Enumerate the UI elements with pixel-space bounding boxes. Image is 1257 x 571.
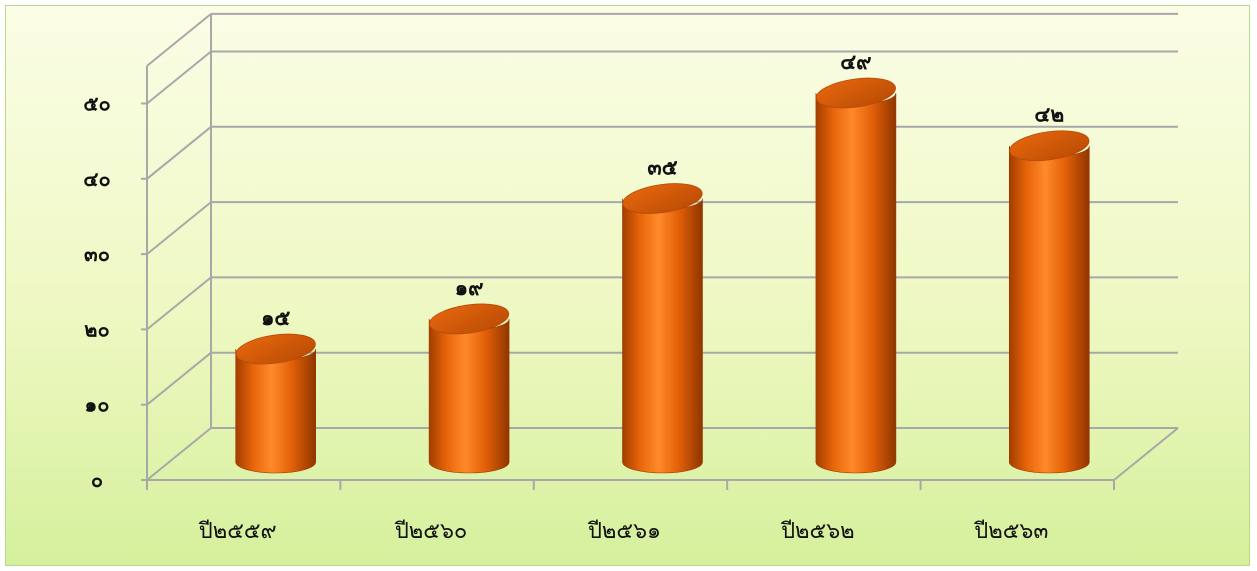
data-label: ๑๙ — [455, 276, 484, 300]
bar-cap — [622, 183, 703, 214]
category-label: ปี๒๕๕๙ — [198, 519, 277, 544]
gridline-diagonal — [146, 427, 212, 481]
y-tick-label: ๕๐ — [83, 92, 110, 116]
y-tick-label: ๔๐ — [83, 167, 110, 191]
floor-edge — [1113, 427, 1179, 481]
bar — [815, 77, 897, 474]
bar-cap — [429, 303, 510, 335]
data-label: ๑๕ — [261, 306, 290, 330]
bar-body — [1009, 145, 1090, 474]
bars-layer — [235, 77, 1090, 474]
bar — [622, 183, 703, 474]
y-tick-label: ๓๐ — [84, 242, 110, 266]
category-label: ปี๒๕๖๒ — [780, 519, 855, 544]
category-label: ปี๒๕๖๐ — [394, 519, 468, 544]
bar-cap — [235, 333, 316, 365]
data-label: ๔๙ — [840, 50, 871, 74]
gridline-diagonal — [146, 201, 212, 255]
y-tick-label: ๑๐ — [85, 393, 110, 417]
bar-body — [815, 92, 897, 474]
gridline-diagonal — [146, 13, 212, 67]
bar — [1009, 130, 1090, 474]
data-label: ๓๕ — [647, 155, 677, 179]
category-label: ปี๒๕๖๑ — [587, 519, 661, 544]
bar — [235, 333, 316, 474]
gridline-diagonal — [146, 50, 212, 105]
bar — [428, 303, 510, 474]
y-tick-label: ๐ — [91, 468, 103, 492]
gridline-diagonal — [146, 351, 212, 406]
gridline-diagonal — [146, 126, 212, 180]
chart-frame: ๐ ๑๐ ๒๐ ๓๐ ๔๐ ๕๐๑๕ปี๒๕๕๙ ๑๙ปี๒๕๖๐ ๓๕ปี๒๕๖๑ ๔๙ปี๒… — [5, 5, 1250, 566]
bar-body — [428, 318, 510, 474]
bar-body — [622, 198, 703, 474]
gridline-diagonal — [146, 276, 212, 331]
bar-cap — [815, 77, 896, 109]
bar-cap — [1009, 130, 1090, 162]
bar-body — [235, 349, 316, 474]
category-label: ปี๒๕๖๓ — [973, 519, 1048, 544]
data-label: ๔๒ — [1034, 103, 1064, 127]
y-tick-label: ๒๐ — [84, 317, 109, 341]
